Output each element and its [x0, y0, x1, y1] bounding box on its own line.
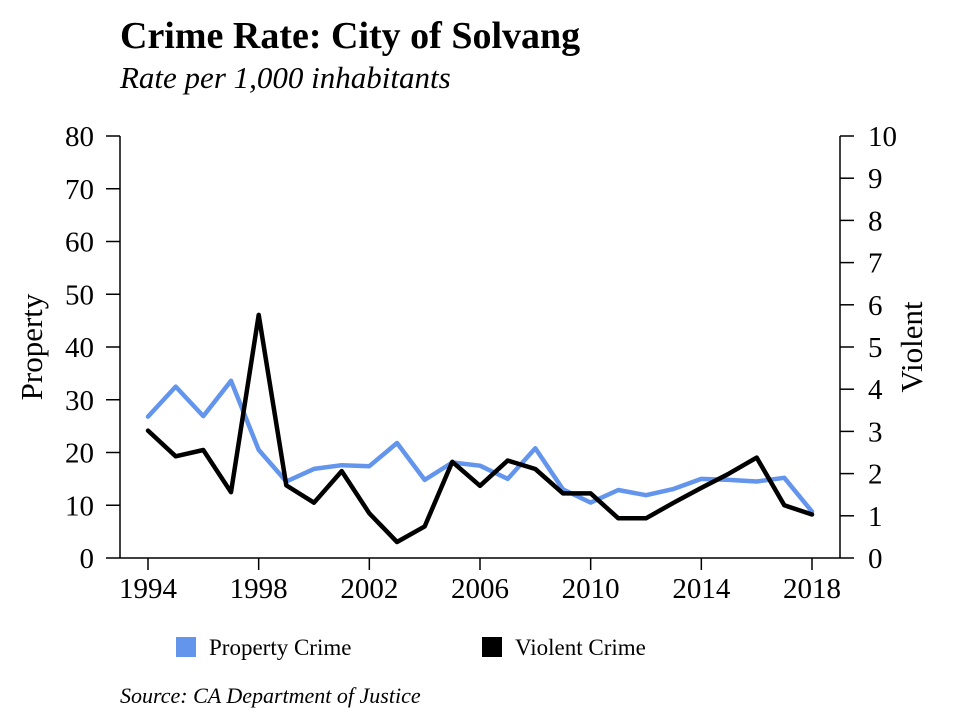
x-tick-label: 1994: [119, 573, 178, 605]
left-y-tick-label: 50: [65, 279, 94, 311]
chart-source: Source: CA Department of Justice: [120, 683, 421, 708]
left-y-tick-label: 70: [65, 174, 94, 206]
right-y-tick-label: 8: [868, 205, 883, 237]
right-y-tick-label: 9: [868, 163, 883, 195]
x-tick-label: 2006: [451, 573, 509, 605]
left-y-tick-label: 80: [65, 121, 94, 153]
left-y-tick-label: 20: [65, 438, 94, 470]
right-y-tick-label: 0: [868, 543, 883, 575]
left-y-tick-label: 40: [65, 332, 94, 364]
legend-label-property: Property Crime: [209, 635, 351, 660]
legend-swatch-violent: [482, 637, 502, 657]
y-axis-label-right: Violent: [894, 301, 929, 393]
x-tick-label: 2010: [562, 573, 620, 605]
right-y-tick-label: 3: [868, 416, 883, 448]
right-y-tick-label: 10: [868, 121, 897, 153]
left-y-tick-label: 60: [65, 227, 94, 259]
legend-swatch-property: [176, 637, 196, 657]
x-tick-label: 2002: [340, 573, 398, 605]
right-y-tick-label: 6: [868, 290, 883, 322]
chart-subtitle: Rate per 1,000 inhabitants: [120, 60, 451, 95]
x-tick-label: 1998: [230, 573, 288, 605]
x-tick-label: 2014: [672, 573, 731, 605]
chart-title: Crime Rate: City of Solvang: [120, 15, 581, 57]
right-y-tick-label: 7: [868, 248, 883, 280]
left-y-tick-label: 30: [65, 385, 94, 417]
legend-label-violent: Violent Crime: [515, 635, 646, 660]
left-y-tick-label: 0: [80, 543, 95, 575]
x-tick-label: 2018: [783, 573, 841, 605]
right-y-tick-label: 2: [868, 459, 883, 491]
right-y-tick-label: 1: [868, 501, 883, 533]
right-y-tick-label: 4: [868, 374, 883, 406]
right-y-tick-label: 5: [868, 332, 883, 364]
series-line-violent: [145, 312, 815, 545]
left-y-tick-label: 10: [65, 490, 94, 522]
y-axis-label-left: Property: [14, 293, 49, 400]
